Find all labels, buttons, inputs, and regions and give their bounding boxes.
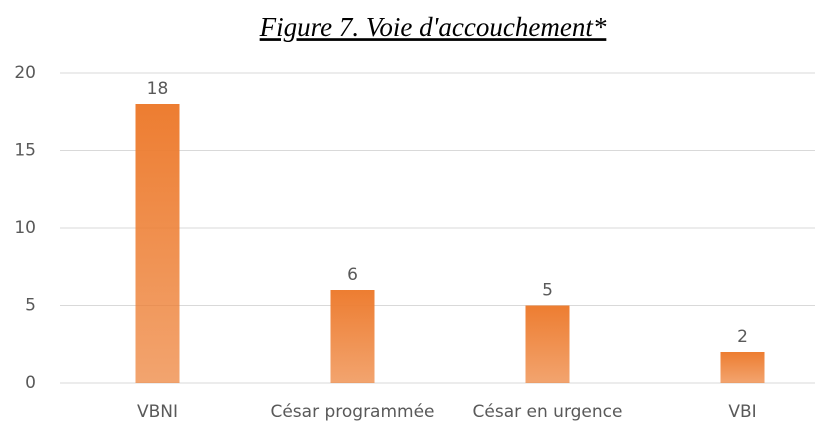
x-tick-label: VBI [728, 402, 756, 422]
bar [135, 104, 180, 383]
x-tick-label: VBNI [137, 402, 178, 422]
y-tick-label: 20 [14, 63, 36, 83]
data-label: 18 [147, 79, 169, 99]
y-tick-label: 15 [14, 141, 36, 161]
y-tick-label: 10 [14, 218, 36, 238]
bar [525, 305, 570, 383]
bar [330, 290, 375, 383]
chart-title: Figure 7. Voie d'accouchement* [259, 12, 607, 42]
bar [720, 352, 765, 383]
y-tick-label: 0 [25, 373, 36, 393]
x-tick-label: César programmée [270, 402, 434, 422]
x-tick-label: César en urgence [473, 402, 623, 422]
data-label: 5 [542, 281, 553, 301]
y-tick-label: 5 [25, 296, 36, 316]
data-label: 6 [347, 265, 358, 285]
data-label: 2 [737, 327, 748, 347]
